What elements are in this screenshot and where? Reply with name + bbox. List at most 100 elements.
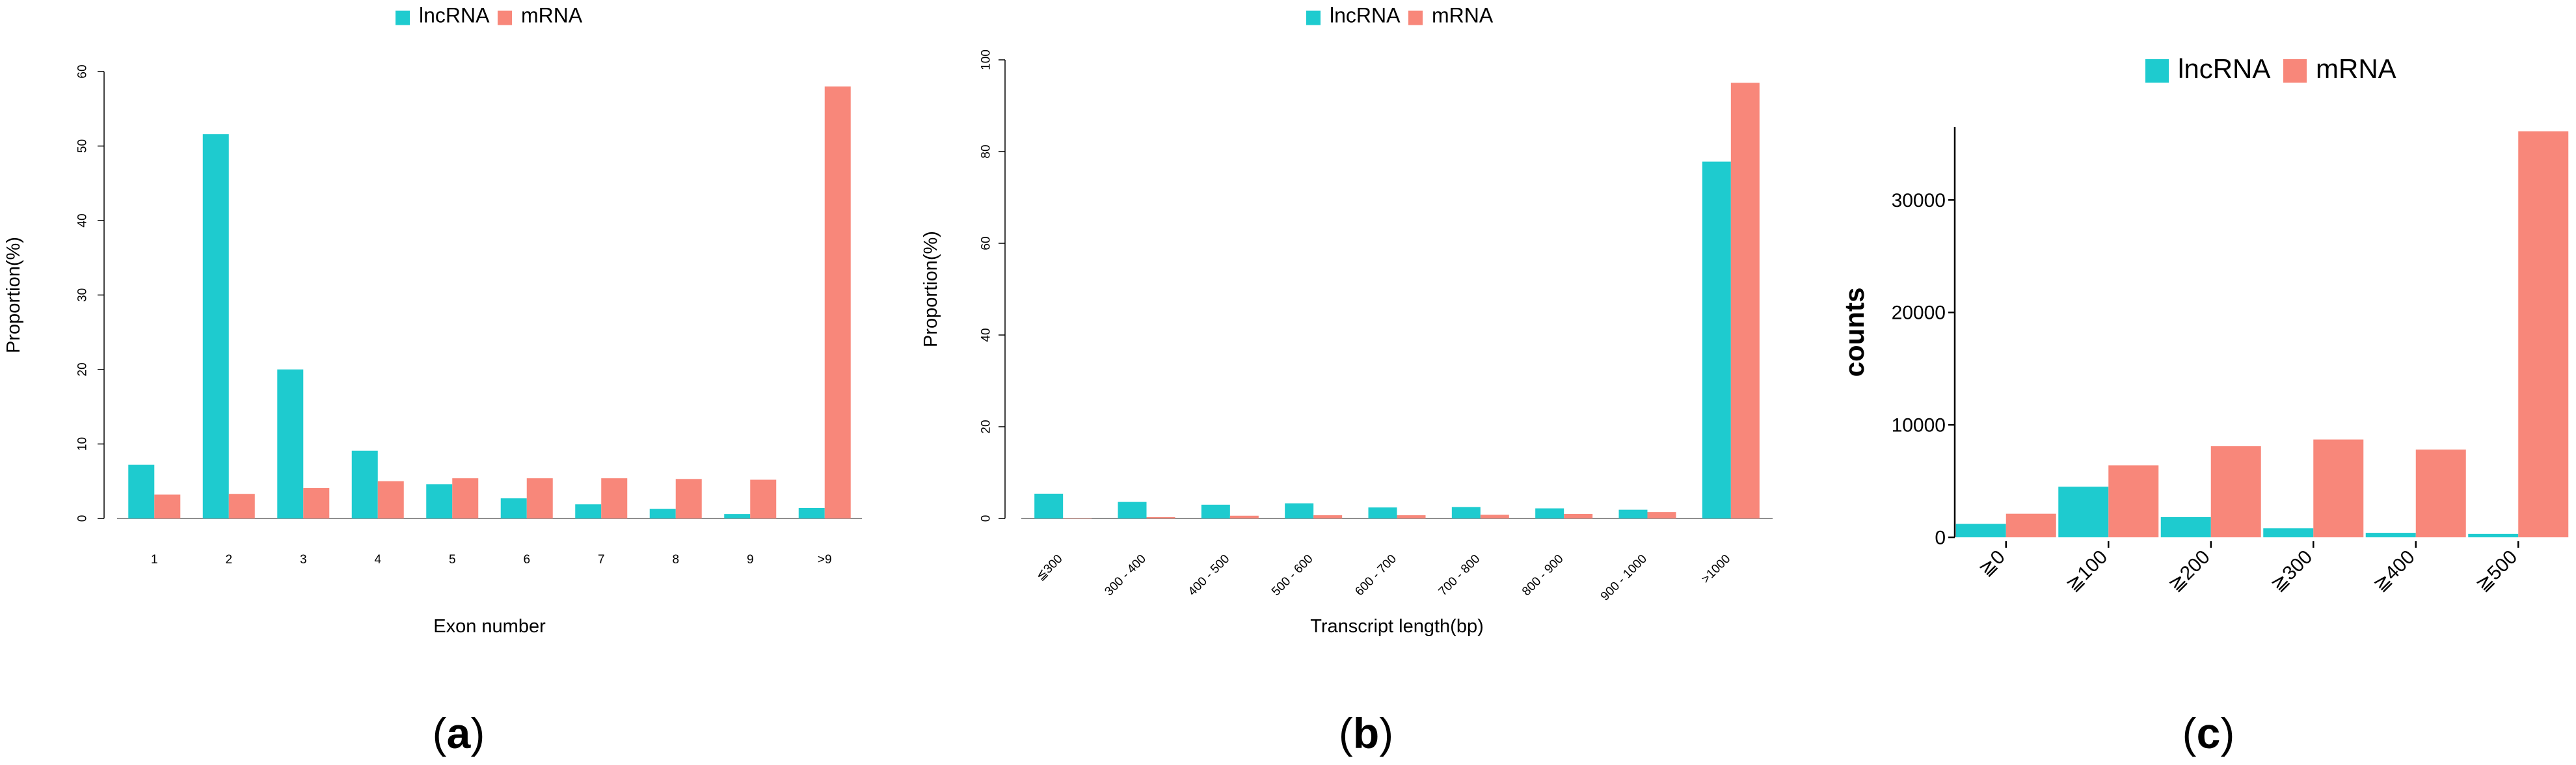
y-tick-label: 30000	[1892, 190, 1946, 211]
bar-lncrna-9	[724, 514, 751, 518]
bar-lncrna-2	[202, 134, 229, 518]
x-tick-label: 900 - 1000	[1598, 552, 1650, 604]
y-tick-label: 40	[980, 328, 993, 342]
bar-lncrna-700-800	[1451, 507, 1481, 518]
bar-mrna-ge0	[2006, 513, 2056, 537]
x-tick-label: 4	[374, 553, 381, 567]
bar-lncrna-ge200	[2160, 517, 2211, 537]
bar-mrna-3	[303, 488, 330, 518]
bar-mrna-ge300	[2313, 439, 2364, 537]
bar-lncrna-ge300	[2263, 528, 2314, 537]
x-tick-label: 500 - 600	[1269, 552, 1316, 599]
x-tick-label: 8	[672, 553, 679, 567]
bar-mrna-600-700	[1397, 515, 1426, 518]
y-axis-label: Proportion(%)	[920, 231, 941, 347]
bar-mrna-1	[154, 494, 181, 518]
legend-label-lncrna: lncRNA	[419, 4, 490, 27]
bar-lncrna-6	[500, 498, 527, 518]
bar-mrna-ge100	[2108, 465, 2159, 537]
bar-mrna-ge500	[2518, 131, 2569, 538]
y-tick-label: 50	[76, 139, 90, 153]
bar-lncrna-300-400	[1118, 502, 1147, 518]
legend-swatch-mrna	[498, 10, 512, 25]
x-tick-label: >9	[818, 553, 832, 567]
x-tick-label: ≧100	[2062, 546, 2112, 597]
y-tick-label: 100	[980, 49, 993, 70]
y-tick-label: 30	[76, 288, 90, 302]
x-tick-label: ≧0	[1975, 546, 2009, 581]
legend-swatch-lncrna	[2145, 59, 2169, 83]
bar-lncrna-5	[426, 484, 453, 518]
y-tick-label: 60	[76, 64, 90, 78]
bar-mrna-400-500	[1229, 515, 1259, 518]
x-axis-label: Transcript length(bp)	[1310, 616, 1483, 637]
x-axis-label: Exon number	[433, 616, 546, 637]
x-tick-label: 800 - 900	[1520, 552, 1566, 599]
x-tick-label: 2	[225, 553, 232, 567]
y-tick-label: 10	[76, 437, 90, 451]
bar-lncrna-le300	[1034, 493, 1064, 518]
x-tick-label: ≧300	[2267, 546, 2317, 597]
x-tick-label: 9	[747, 553, 754, 567]
x-tick-label: 400 - 500	[1186, 552, 1233, 599]
bar-mrna-7	[601, 478, 628, 518]
y-tick-label: 0	[1935, 528, 1946, 549]
y-tick-label: 20000	[1892, 302, 1946, 324]
bar-mrna-300-400	[1146, 517, 1175, 518]
x-tick-label: >1000	[1699, 552, 1734, 587]
caption-b: (b)	[1339, 709, 1393, 757]
bar-lncrna-600-700	[1368, 507, 1397, 518]
caption-c: (c)	[2182, 709, 2235, 757]
bar-mrna-6	[526, 478, 553, 518]
bar-lncrna-ge500	[2468, 533, 2519, 537]
bar-mrna-9	[750, 479, 777, 518]
bar-lncrna-4	[351, 450, 378, 518]
bar-lncrna-8	[649, 509, 676, 518]
y-axis-label: Proportion(%)	[3, 237, 24, 353]
y-tick-label: 80	[980, 144, 993, 158]
bar-mrna-gt1000	[1730, 83, 1760, 518]
x-tick-label: ≧200	[2164, 546, 2214, 597]
bar-mrna-8	[675, 479, 702, 518]
y-tick-label: 0	[76, 515, 90, 522]
x-tick-label: 1	[151, 553, 158, 567]
bar-lncrna-gt9	[798, 507, 825, 518]
panel-a-exon-number: 0 10 20 30 40 50 60 Proportion(%) 1 2 3 4 5 6 7 8 9 >9 Exo…	[3, 4, 862, 637]
bar-mrna-gt9	[824, 86, 851, 518]
y-tick-label: 20	[980, 420, 993, 433]
bar-mrna-ge400	[2415, 450, 2466, 537]
bar-mrna-500-600	[1313, 515, 1343, 518]
y-axis-label: counts	[1839, 288, 1870, 377]
legend-label-lncrna: lncRNA	[1330, 4, 1401, 27]
bar-mrna-2	[228, 494, 255, 518]
x-tick-label: ≦300	[1034, 552, 1066, 584]
bar-mrna-5	[452, 478, 479, 518]
x-tick-label: ≧500	[2472, 546, 2522, 597]
x-tick-label: 700 - 800	[1436, 552, 1483, 599]
panel-b-transcript-length: 0 20 40 60 80 100 Proportion(%) ≦300 300 - 400 40…	[920, 4, 1773, 637]
legend-label-mrna: mRNA	[521, 4, 583, 27]
x-tick-label: 3	[300, 553, 307, 567]
panel-c-counts: 0 10000 20000 30000 counts ≧0 ≧100 ≧200 ≧300 ≧400…	[1839, 53, 2569, 597]
bar-mrna-4	[377, 481, 404, 518]
legend-swatch-lncrna	[1306, 10, 1321, 25]
y-tick-label: 10000	[1892, 415, 1946, 436]
x-tick-label: 300 - 400	[1102, 552, 1149, 599]
legend-label-mrna: mRNA	[1432, 4, 1494, 27]
legend-label-lncrna: lncRNA	[2178, 53, 2270, 84]
legend-swatch-lncrna	[396, 10, 410, 25]
bar-lncrna-800-900	[1535, 508, 1564, 518]
x-tick-label: ≧400	[2369, 546, 2419, 597]
x-tick-label: 7	[598, 553, 605, 567]
bar-lncrna-500-600	[1285, 503, 1314, 518]
caption-a: (a)	[433, 709, 485, 757]
bar-lncrna-gt1000	[1702, 161, 1731, 518]
y-tick-label: 20	[76, 362, 90, 376]
x-tick-label: 5	[449, 553, 456, 567]
legend-swatch-mrna	[1408, 10, 1423, 25]
x-tick-label: 6	[523, 553, 530, 567]
bar-lncrna-400-500	[1201, 504, 1230, 518]
bar-lncrna-900-1000	[1618, 509, 1648, 518]
bar-lncrna-3	[277, 369, 304, 518]
